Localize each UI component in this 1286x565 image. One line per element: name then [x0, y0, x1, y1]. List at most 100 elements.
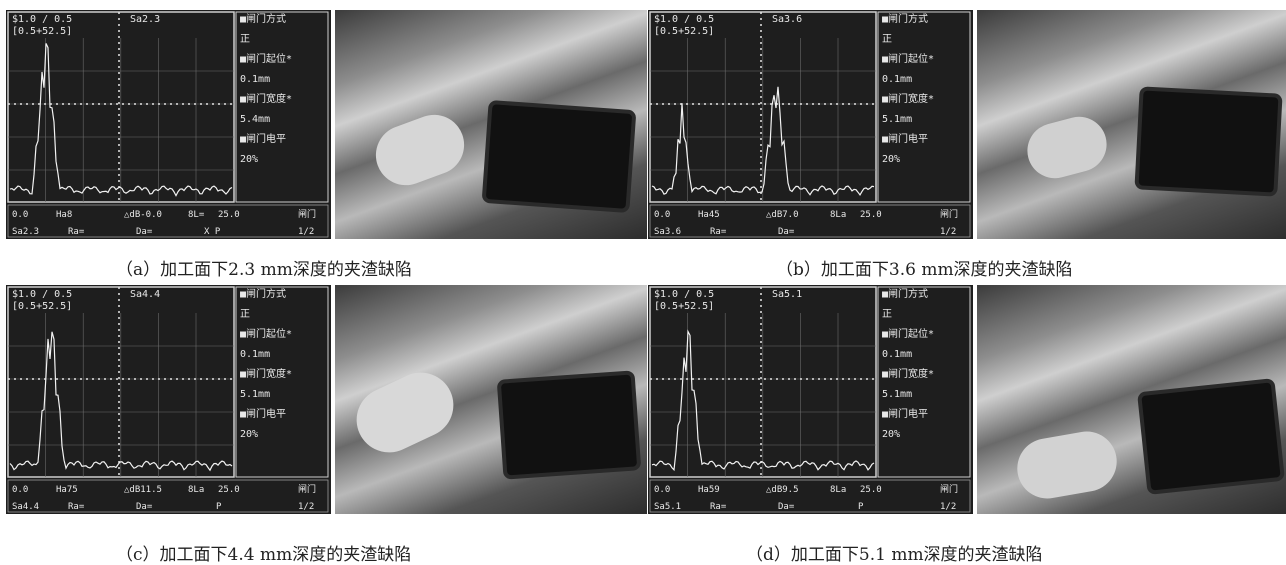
status-value: Sa2.3: [12, 227, 39, 237]
depth-readout: Sa3.6: [772, 14, 802, 25]
status-value: Da=: [136, 502, 153, 512]
menu-item: ■闸门宽度*: [882, 367, 934, 380]
ascan-trace: [651, 86, 875, 196]
flaw-detector-screen-c: $1.0 / 0.5 [0.5+52.5] Sa4.4 ■闸门方式 正 ■闸门起…: [6, 285, 331, 514]
flaw-detector-screen-a: $1.0 / 0.5 [0.5+52.5] Sa2.3 ■闸门方式 正 ■闸门起…: [6, 10, 331, 239]
inspection-photo-a: [335, 10, 647, 239]
caption-a: （a）加工面下2.3 mm深度的夹渣缺陷: [116, 260, 412, 280]
menu-item: 5.4mm: [240, 114, 270, 125]
page-indicator: 1/2: [298, 227, 314, 237]
page-indicator: 1/2: [298, 502, 314, 512]
hand: [345, 361, 465, 464]
menu-item: 0.1mm: [882, 74, 912, 85]
depth-readout: Sa2.3: [130, 14, 160, 25]
status-value: Sa3.6: [654, 227, 681, 237]
flaw-detector-device: [1134, 86, 1283, 197]
flaw-detector-screen-b: $1.0 / 0.5 [0.5+52.5] Sa3.6 ■闸门方式 正 ■闸门起…: [648, 10, 973, 239]
menu-item: 20%: [882, 429, 900, 440]
depth-readout: Sa4.4: [130, 289, 160, 300]
menu-item: 0.1mm: [240, 74, 270, 85]
inspection-photo-d: [977, 285, 1286, 514]
menu-item: ■闸门方式: [882, 12, 928, 25]
ascan-trace: [651, 329, 875, 472]
menu-item: ■闸门电平: [240, 407, 286, 420]
flaw-detector-device: [1136, 378, 1286, 495]
flaw-detector-device: [481, 99, 637, 214]
status-value: 0.0: [654, 210, 670, 220]
menu-item: ■闸门起位*: [882, 327, 934, 340]
status-value: △dB-0.0: [124, 210, 162, 220]
status-value: 0.0: [654, 485, 670, 495]
menu-item: 0.1mm: [882, 349, 912, 360]
status-value: Sa4.4: [12, 502, 39, 512]
status-frame: [649, 479, 971, 513]
panel-b: $1.0 / 0.5 [0.5+52.5] Sa3.6 ■闸门方式 正 ■闸门起…: [648, 10, 1286, 280]
menu-item: ■闸门电平: [240, 132, 286, 145]
hand: [1012, 426, 1122, 504]
gate-label: 闸门: [940, 208, 958, 220]
menu-item: 正: [882, 34, 892, 45]
status-value: Ra=: [710, 227, 727, 237]
status-value: X P: [204, 227, 221, 237]
status-frame: [649, 204, 971, 238]
menu-item: ■闸门宽度*: [882, 92, 934, 105]
menu-item: ■闸门电平: [882, 407, 928, 420]
status-value: 25.0: [860, 485, 882, 495]
inspection-photo-c: [335, 285, 647, 514]
gate-label: 闸门: [940, 483, 958, 495]
menu-item: 正: [240, 34, 250, 45]
menu-item: 正: [882, 309, 892, 320]
menu-frame: [235, 286, 329, 478]
menu-item: ■闸门起位*: [240, 52, 292, 65]
page-indicator: 1/2: [940, 227, 956, 237]
status-value: 25.0: [218, 210, 240, 220]
ascan-display-a: $1.0 / 0.5 [0.5+52.5] Sa2.3 ■闸门方式 正 ■闸门起…: [7, 11, 329, 238]
status-value: △dB7.0: [766, 210, 799, 220]
menu-item: ■闸门宽度*: [240, 367, 292, 380]
menu-item: 20%: [882, 154, 900, 165]
gate-label: 闸门: [298, 483, 316, 495]
delay-label: [0.5+52.5]: [12, 26, 72, 37]
status-value: △dB11.5: [124, 485, 162, 495]
status-value: 0.0: [12, 485, 28, 495]
ascan-trace: [9, 331, 233, 472]
ascan-trace: [9, 43, 233, 197]
status-value: Da=: [136, 227, 153, 237]
panel-a: $1.0 / 0.5 [0.5+52.5] Sa2.3 ■闸门方式 正 ■闸门起…: [6, 10, 647, 280]
status-value: 25.0: [218, 485, 240, 495]
status-value: Ra=: [68, 502, 85, 512]
menu-item: ■闸门方式: [240, 287, 286, 300]
range-label: $1.0 / 0.5: [654, 289, 714, 300]
flaw-detector-device: [496, 370, 642, 480]
status-value: 0.0: [12, 210, 28, 220]
gate-label: 闸门: [298, 208, 316, 220]
caption-b: （b）加工面下3.6 mm深度的夹渣缺陷: [776, 260, 1073, 280]
range-label: $1.0 / 0.5: [12, 289, 72, 300]
status-value: Ra=: [68, 227, 85, 237]
menu-item: ■闸门方式: [240, 12, 286, 25]
status-value: Da=: [778, 502, 795, 512]
hand: [367, 106, 473, 194]
panel-c: $1.0 / 0.5 [0.5+52.5] Sa4.4 ■闸门方式 正 ■闸门起…: [6, 285, 647, 565]
menu-item: 5.1mm: [882, 389, 912, 400]
status-value: Sa5.1: [654, 502, 681, 512]
delay-label: [0.5+52.5]: [654, 26, 714, 37]
range-label: $1.0 / 0.5: [654, 14, 714, 25]
menu-item: ■闸门起位*: [240, 327, 292, 340]
caption-c: （c）加工面下4.4 mm深度的夹渣缺陷: [116, 545, 412, 565]
status-value: 8La: [830, 485, 846, 495]
menu-item: 0.1mm: [240, 349, 270, 360]
status-frame: [7, 204, 329, 238]
delay-label: [0.5+52.5]: [12, 301, 72, 312]
status-value: Ha8: [56, 210, 72, 220]
range-label: $1.0 / 0.5: [12, 14, 72, 25]
flaw-detector-screen-d: $1.0 / 0.5 [0.5+52.5] Sa5.1 ■闸门方式 正 ■闸门起…: [648, 285, 973, 514]
depth-readout: Sa5.1: [772, 289, 802, 300]
status-value: △dB9.5: [766, 485, 799, 495]
menu-item: 正: [240, 309, 250, 320]
menu-frame: [235, 11, 329, 203]
menu-item: 5.1mm: [240, 389, 270, 400]
menu-frame: [877, 286, 971, 478]
status-value: 8La: [830, 210, 846, 220]
status-value: 8La: [188, 485, 204, 495]
